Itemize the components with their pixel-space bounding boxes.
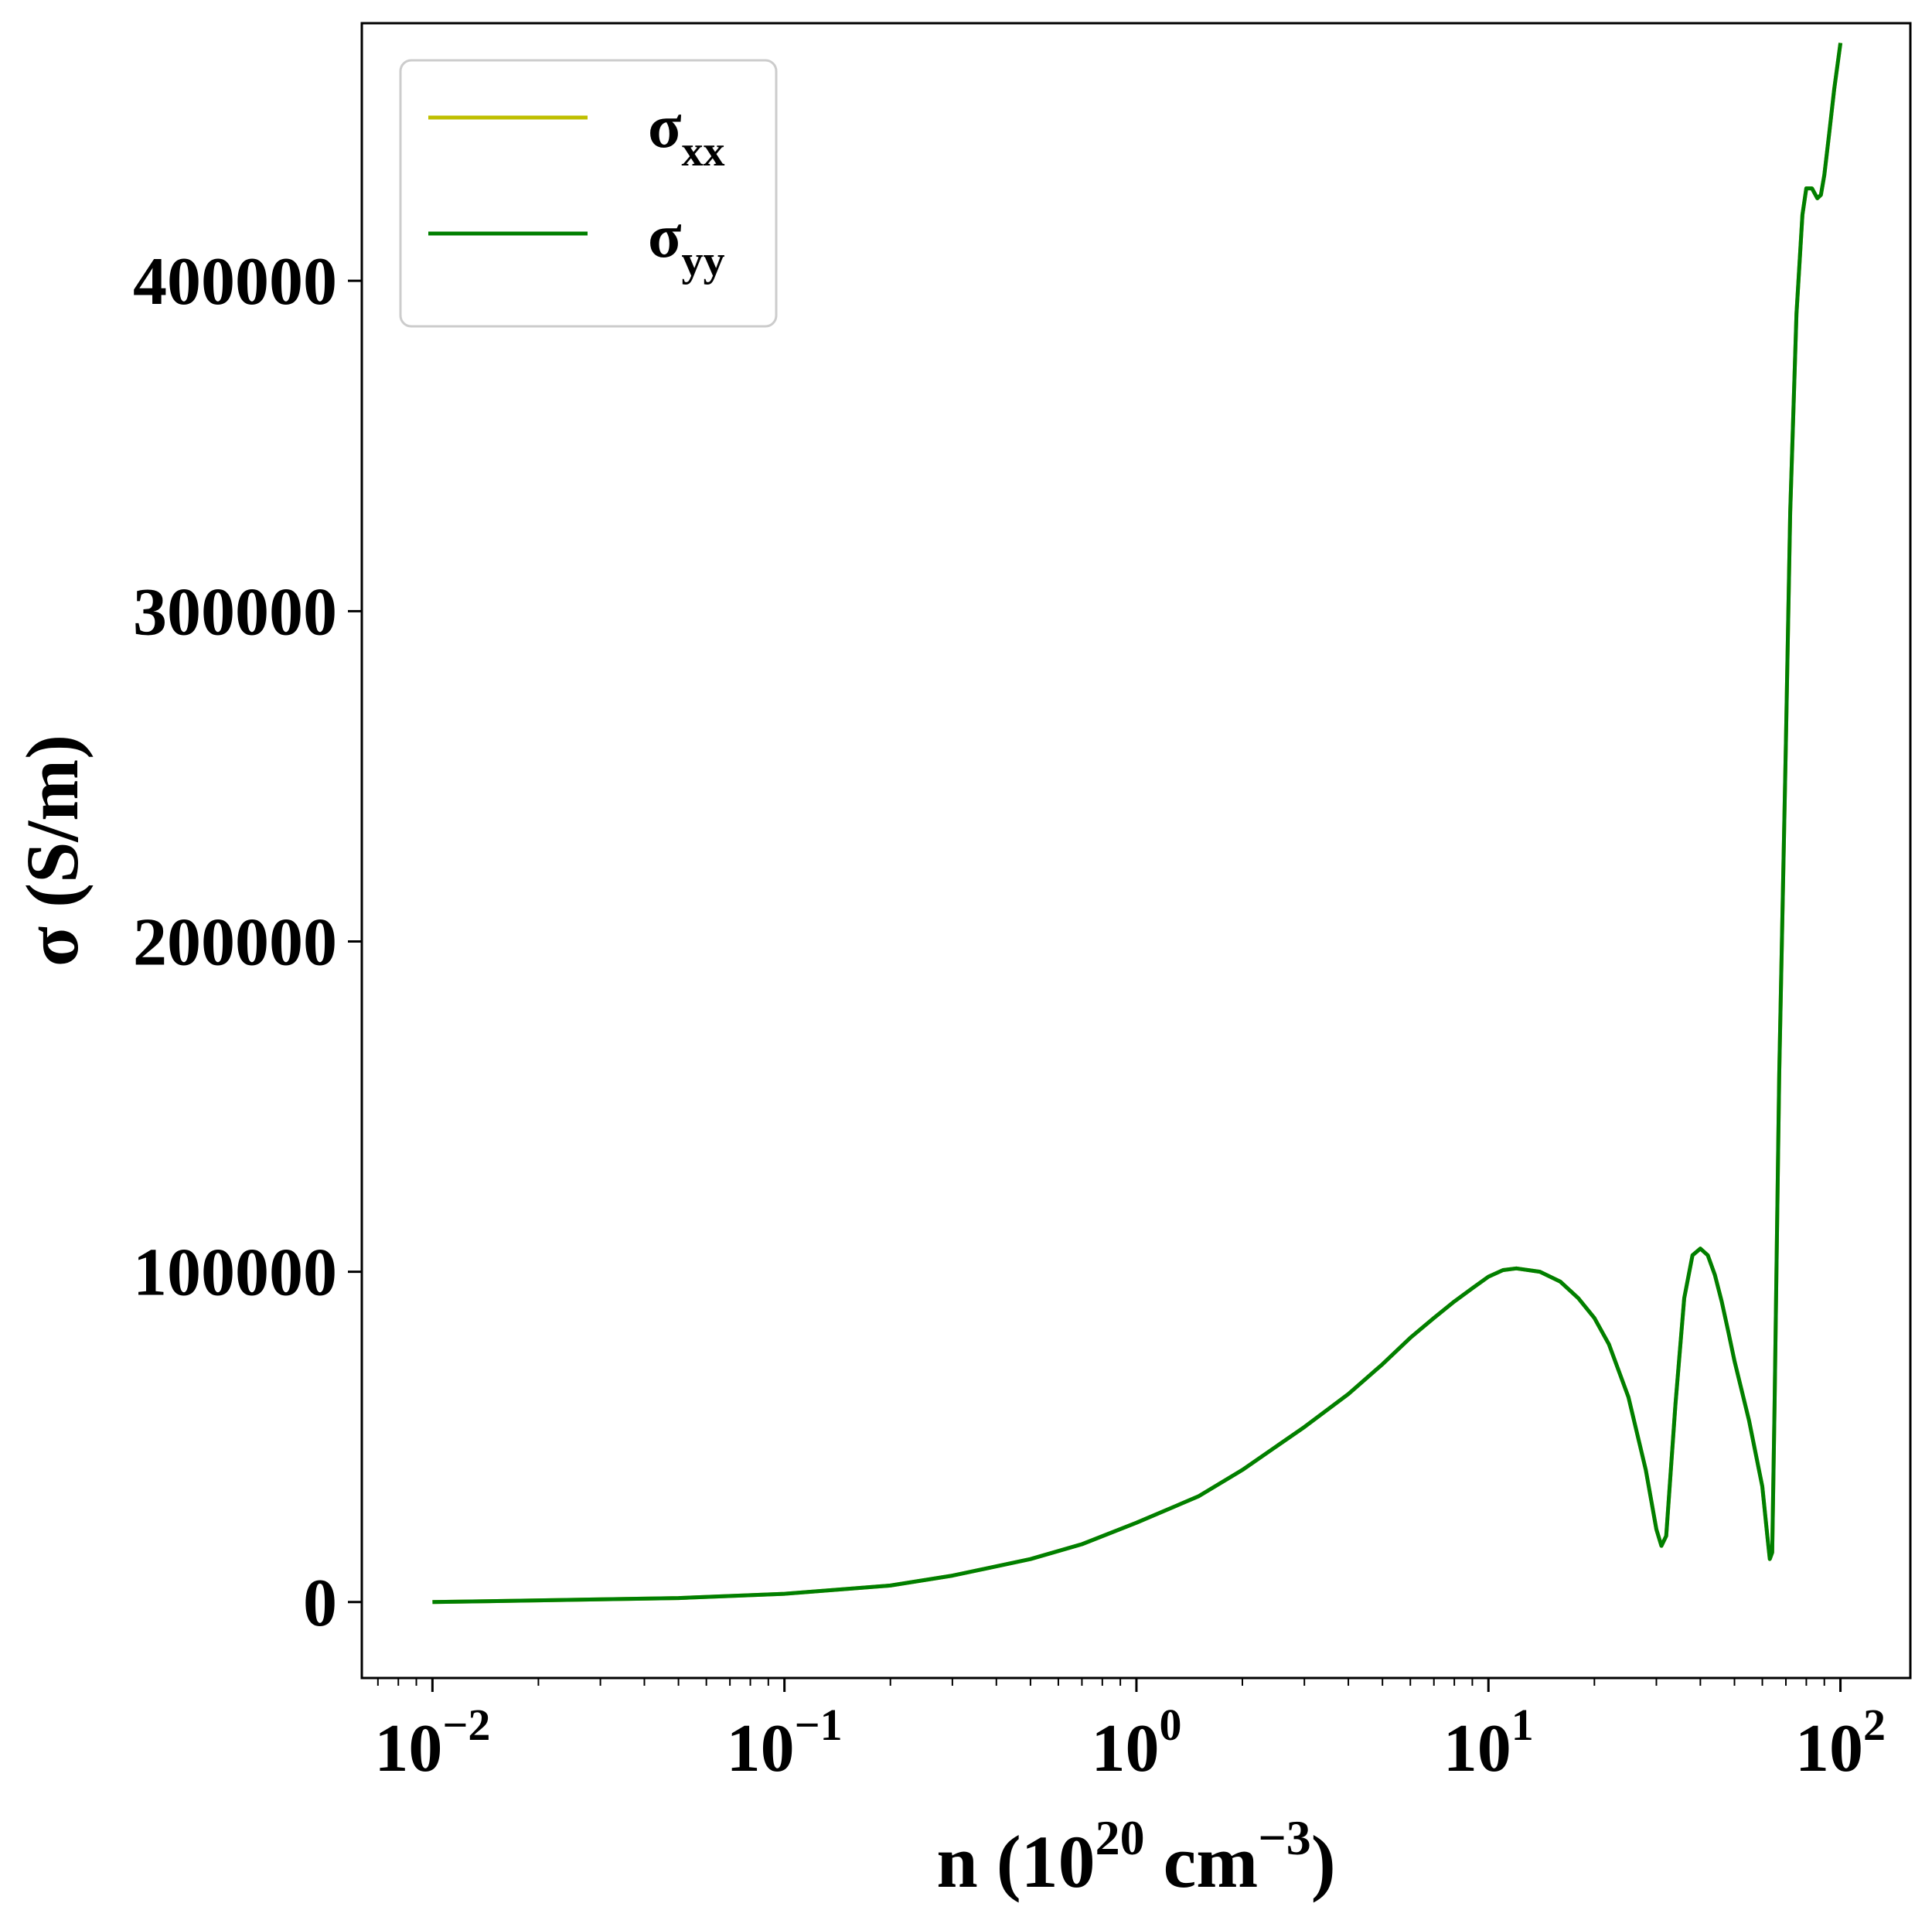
- x-axis-label-exp2: −3: [1258, 1810, 1310, 1865]
- legend-label-sigma-xx-main: σ: [648, 93, 682, 161]
- x-minor-ticks: [377, 1678, 1825, 1686]
- x-tick-label: 101: [1443, 1700, 1534, 1786]
- y-tick-label: 200000: [133, 905, 337, 980]
- x-axis-label-mid: cm: [1145, 1820, 1259, 1903]
- legend: σxx σyy: [399, 59, 778, 328]
- series-line-sigma-yy: [432, 43, 1843, 1605]
- series-layer: [432, 43, 1843, 1605]
- x-tick-label: 100: [1091, 1700, 1181, 1786]
- legend-label-sigma-xx: σxx: [648, 93, 725, 176]
- x-axis-label-base: n (10: [936, 1820, 1095, 1903]
- plot-frame: [360, 22, 1912, 1680]
- axis-ticks: [348, 279, 1842, 1692]
- x-tick-labels: 10−2 10−1 100 101 102: [374, 1700, 1886, 1786]
- legend-label-sigma-yy-main: σ: [648, 203, 682, 271]
- y-tick-labels: 0 100000 200000 300000 400000: [133, 244, 337, 1641]
- y-tick-label: 100000: [133, 1236, 337, 1311]
- y-tick-label: 400000: [133, 244, 337, 319]
- legend-box: [399, 59, 778, 328]
- x-axis-label: n (1020 cm−3): [936, 1810, 1335, 1903]
- x-tick-label: 102: [1795, 1700, 1886, 1786]
- x-tick-label: 10−1: [727, 1700, 843, 1786]
- y-tick-label: 300000: [133, 575, 337, 650]
- x-axis-label-end: ): [1311, 1820, 1336, 1903]
- x-axis-label-exp: 20: [1095, 1810, 1145, 1865]
- legend-label-sigma-xx-sub: xx: [682, 128, 725, 176]
- legend-label-sigma-yy-sub: yy: [682, 237, 725, 285]
- y-tick-label: 0: [303, 1566, 337, 1641]
- x-tick-label: 10−2: [374, 1700, 490, 1786]
- legend-label-sigma-yy: σyy: [648, 203, 725, 285]
- y-axis-label: σ (S/m): [11, 735, 94, 967]
